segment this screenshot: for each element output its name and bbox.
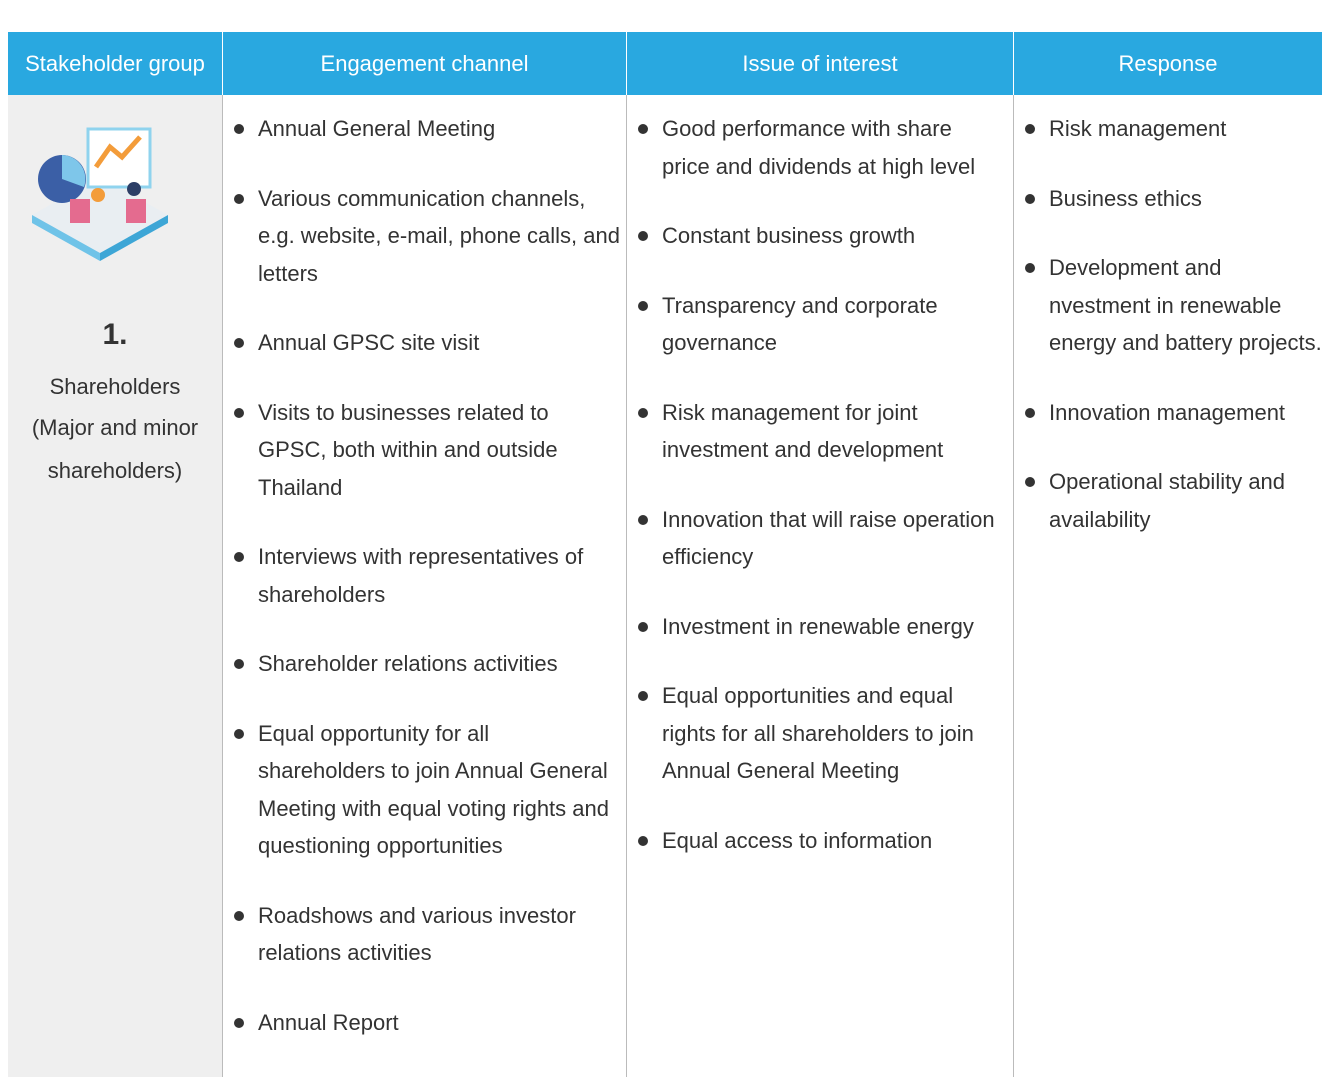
list-item: Interviews with representatives of share…	[222, 538, 622, 613]
illustration	[32, 127, 168, 261]
list-item: Shareholder relations activities	[222, 645, 622, 683]
list-item: Annual Report	[222, 1004, 622, 1042]
group-name: Shareholders	[49, 374, 181, 399]
list-item: Constant business growth	[626, 217, 998, 255]
header-cell: Engagement channel	[222, 32, 626, 95]
list-item: Annual General Meeting	[222, 110, 622, 148]
list-item: Transparency and corporate governance	[626, 287, 998, 362]
list-item: Good performance with share price and di…	[626, 110, 998, 185]
group-cell: 1. Shareholders (Major and minor shareho…	[8, 95, 222, 1077]
list-item: Visits to businesses related to GPSC, bo…	[222, 394, 622, 507]
header-cell: Response	[1013, 32, 1322, 95]
column	[222, 95, 626, 1077]
list-item: Equal opportunity for all shareholders t…	[222, 715, 622, 865]
column	[626, 95, 1013, 1077]
group-detail: (Major and minor shareholders)	[31, 415, 199, 483]
list-item: Risk management for joint investment and…	[626, 394, 998, 469]
list-item: Annual GPSC site visit	[222, 324, 622, 362]
column	[1013, 95, 1322, 1077]
header-cell: Issue of interest	[626, 32, 1013, 95]
header-cell: Stakeholder group	[8, 32, 222, 95]
group-number: 1.	[102, 318, 128, 351]
list-item: Various communication channels, e.g. web…	[222, 180, 622, 293]
list-item: Equal opportunities and equal rights for…	[626, 677, 998, 790]
list-item: Innovation that will raise operation eff…	[626, 501, 998, 576]
response-list: Risk management Business ethics Developmen…	[1013, 110, 1322, 570]
issue-list: Good performance with share price and di…	[626, 110, 998, 891]
list-item: Roadshows and various investor relations…	[222, 897, 622, 972]
list-item: Development and nvestment in renewable e…	[1013, 249, 1322, 362]
channel-list: Annual General Meeting Various communicat…	[222, 110, 622, 1073]
list-item: Investment in renewable energy	[626, 608, 998, 646]
list-item: Operational stability and availability	[1013, 463, 1322, 538]
list-item: Innovation management	[1013, 394, 1322, 432]
list-item: Business ethics	[1013, 180, 1322, 218]
list-item: Equal access to information	[626, 822, 998, 860]
list-item: Risk management	[1013, 110, 1322, 148]
